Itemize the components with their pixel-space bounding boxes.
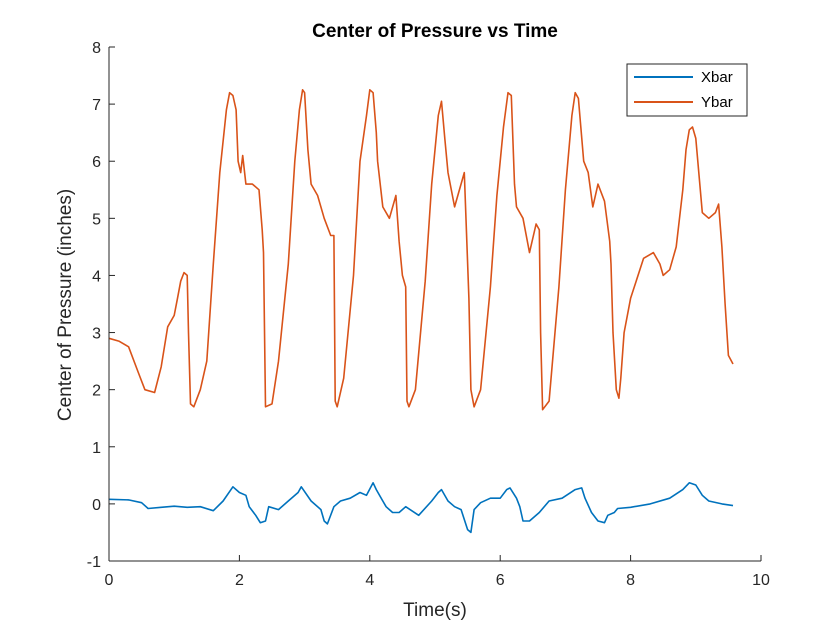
x-tick-label: 0 [105, 572, 114, 589]
y-tick-label: 5 [92, 211, 101, 228]
x-axis-label: Time(s) [403, 600, 467, 621]
y-tick-label: 0 [92, 497, 101, 514]
y-tick-label: 2 [92, 383, 101, 400]
legend-label-ybar: Ybar [701, 94, 733, 111]
y-axis-label: Center of Pressure (inches) [55, 189, 76, 421]
x-tick-label: 8 [626, 572, 635, 589]
y-tick-label: -1 [87, 554, 101, 571]
y-tick-label: 6 [92, 154, 101, 171]
y-tick-label: 3 [92, 326, 101, 343]
x-tick-label: 6 [496, 572, 505, 589]
x-tick-label: 2 [235, 572, 244, 589]
y-tick-label: 1 [92, 440, 101, 457]
legend: Xbar Ybar [626, 63, 748, 117]
x-axis-ticks: 0 2 4 6 8 10 [105, 555, 770, 589]
plot-background [109, 47, 761, 561]
x-tick-label: 10 [752, 572, 770, 589]
legend-label-xbar: Xbar [701, 69, 733, 86]
series-line-xbar [108, 481, 734, 534]
y-tick-label: 4 [92, 268, 101, 285]
legend-box [626, 63, 748, 117]
x-tick-label: 4 [365, 572, 374, 589]
series-line-ybar [108, 89, 734, 411]
y-axis-ticks: -1 0 1 2 3 4 5 6 7 8 [87, 40, 115, 571]
plot-area [108, 47, 761, 562]
y-tick-label: 8 [92, 40, 101, 57]
chart-title: Center of Pressure vs Time [312, 21, 558, 42]
y-tick-label: 7 [92, 97, 101, 114]
